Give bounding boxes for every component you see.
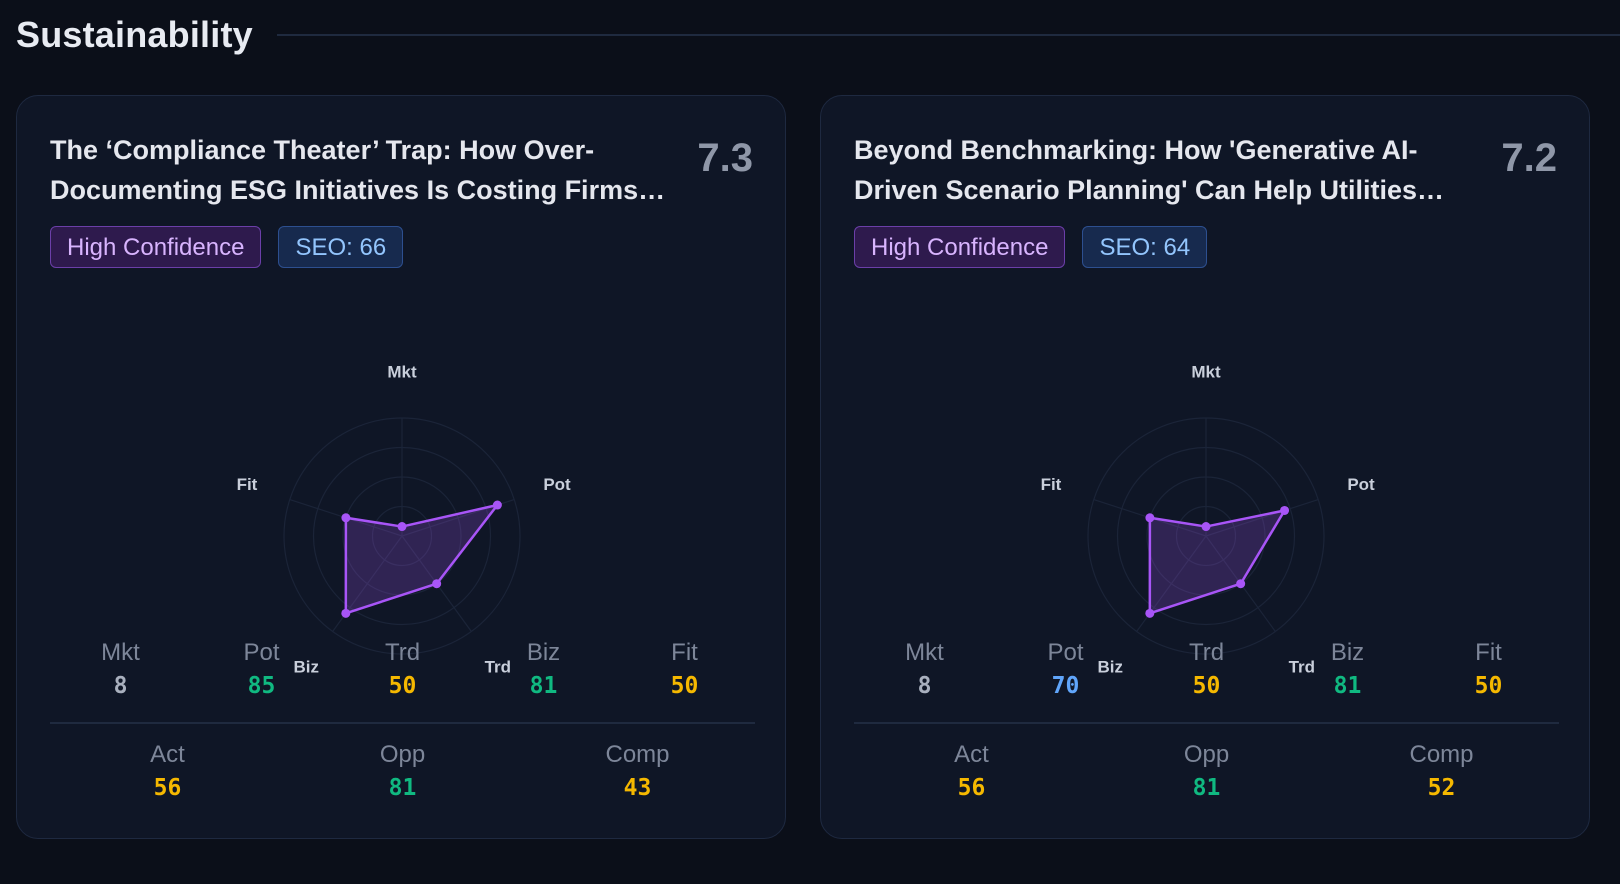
- radar-point: [397, 522, 407, 532]
- radar-point: [1280, 505, 1290, 515]
- metric-value: 81: [529, 673, 558, 699]
- radar-point: [341, 608, 351, 618]
- metric-value: 8: [917, 673, 932, 699]
- metric-value: 50: [388, 673, 417, 699]
- metric-value: 81: [1333, 673, 1362, 699]
- confidence-badge: High Confidence: [50, 226, 262, 268]
- radar-chart: Mkt Pot Trd Biz Fit: [1041, 362, 1375, 676]
- radar-chart: Mkt Pot Trd Biz Fit: [237, 362, 571, 676]
- metric-value: 43: [623, 775, 652, 801]
- radar-point: [432, 579, 442, 589]
- metric-trd: Trd 50: [1136, 638, 1277, 704]
- metric-pot: Pot 70: [995, 638, 1136, 704]
- seo-badge: SEO: 66: [278, 226, 404, 268]
- radar-axis-line: [1205, 498, 1319, 537]
- radar-point: [1201, 522, 1211, 532]
- metric-label: Biz: [1330, 639, 1365, 666]
- metric-label: Biz: [526, 639, 561, 666]
- metric-pot: Pot 85: [191, 638, 332, 704]
- metric-biz: Biz 81: [473, 638, 614, 704]
- metric-value: 50: [1192, 673, 1221, 699]
- metric-label: Trd: [384, 639, 421, 666]
- metric-value: 56: [153, 775, 182, 801]
- radar-axis-label: Biz: [293, 657, 319, 676]
- metric-comp: Comp 52: [1324, 740, 1559, 806]
- radar-axis-label: Pot: [543, 475, 571, 494]
- summary-row: Act 56 Opp 81 Comp 43: [50, 740, 755, 806]
- metric-fit: Fit 50: [614, 638, 755, 704]
- idea-card[interactable]: The ‘Compliance Theater’ Trap: How Over-…: [16, 95, 786, 839]
- metric-label: Opp: [379, 741, 426, 768]
- seo-badge: SEO: 64: [1082, 226, 1208, 268]
- idea-card[interactable]: Beyond Benchmarking: How 'Generative AI-…: [820, 95, 1590, 839]
- metric-label: Mkt: [101, 639, 140, 666]
- radar-point: [341, 513, 351, 523]
- metric-opp: Opp 81: [285, 740, 520, 806]
- metric-label: Act: [954, 741, 989, 768]
- radar-point: [1145, 513, 1155, 523]
- radar-point: [1145, 608, 1155, 618]
- card-title[interactable]: Beyond Benchmarking: How 'Generative AI-…: [854, 135, 1418, 205]
- metric-value: 70: [1051, 673, 1080, 699]
- section-title: Sustainability: [16, 14, 253, 55]
- metric-label: Comp: [1409, 741, 1474, 768]
- metric-label: Fit: [671, 639, 698, 666]
- metric-value: 81: [1192, 775, 1221, 801]
- radar-axis-label: Mkt: [387, 362, 417, 381]
- radar-axis-label: Fit: [237, 475, 258, 494]
- metric-value: 50: [670, 673, 699, 699]
- metric-value: 85: [247, 673, 276, 699]
- metric-label: Fit: [1475, 639, 1502, 666]
- radar-axis-label: Trd: [1289, 657, 1315, 676]
- radar-area: [344, 503, 499, 615]
- confidence-badge: High Confidence: [854, 226, 1066, 268]
- radar-point: [492, 500, 502, 510]
- radar-axis-label: Pot: [1347, 475, 1375, 494]
- section-divider: [276, 34, 1620, 36]
- summary-row: Act 56 Opp 81 Comp 52: [854, 740, 1559, 806]
- metric-trd: Trd 50: [332, 638, 473, 704]
- metrics-divider: [50, 722, 755, 724]
- radar-axis-label: Trd: [485, 657, 511, 676]
- metric-biz: Biz 81: [1277, 638, 1418, 704]
- metric-value: 50: [1474, 673, 1503, 699]
- metric-comp: Comp 43: [520, 740, 755, 806]
- metric-label: Pot: [1047, 639, 1084, 666]
- metric-fit: Fit 50: [1418, 638, 1559, 704]
- card-score: 7.3: [697, 136, 753, 180]
- metric-value: 8: [113, 673, 128, 699]
- metric-label: Mkt: [905, 639, 944, 666]
- badge-group: High Confidence SEO: 66: [50, 226, 404, 268]
- metric-label: Pot: [243, 639, 280, 666]
- section-header: Sustainability: [16, 10, 1620, 60]
- radar-axis-label: Mkt: [1191, 362, 1221, 381]
- metric-label: Comp: [605, 741, 670, 768]
- radar-area: [1148, 509, 1286, 615]
- metric-value: 81: [388, 775, 417, 801]
- card-score: 7.2: [1501, 136, 1557, 180]
- metric-label: Trd: [1188, 639, 1225, 666]
- badge-group: High Confidence SEO: 64: [854, 226, 1208, 268]
- card-title[interactable]: The ‘Compliance Theater’ Trap: How Over-…: [50, 135, 639, 205]
- metric-act: Act 56: [50, 740, 285, 806]
- metric-value: 52: [1427, 775, 1456, 801]
- metric-mkt: Mkt 8: [50, 638, 191, 704]
- metric-label: Opp: [1183, 741, 1230, 768]
- metric-mkt: Mkt 8: [854, 638, 995, 704]
- metrics-divider: [854, 722, 1559, 724]
- metric-value: 56: [957, 775, 986, 801]
- metric-label: Act: [150, 741, 185, 768]
- metric-opp: Opp 81: [1089, 740, 1324, 806]
- radar-axis-label: Fit: [1041, 475, 1062, 494]
- metrics-row: Mkt 8 Pot 70 Trd 50 Biz 81 Fit 50: [854, 638, 1559, 704]
- metrics-row: Mkt 8 Pot 85 Trd 50 Biz 81 Fit 50: [50, 638, 755, 704]
- radar-point: [1236, 579, 1246, 589]
- radar-axis-label: Biz: [1097, 657, 1123, 676]
- metric-act: Act 56: [854, 740, 1089, 806]
